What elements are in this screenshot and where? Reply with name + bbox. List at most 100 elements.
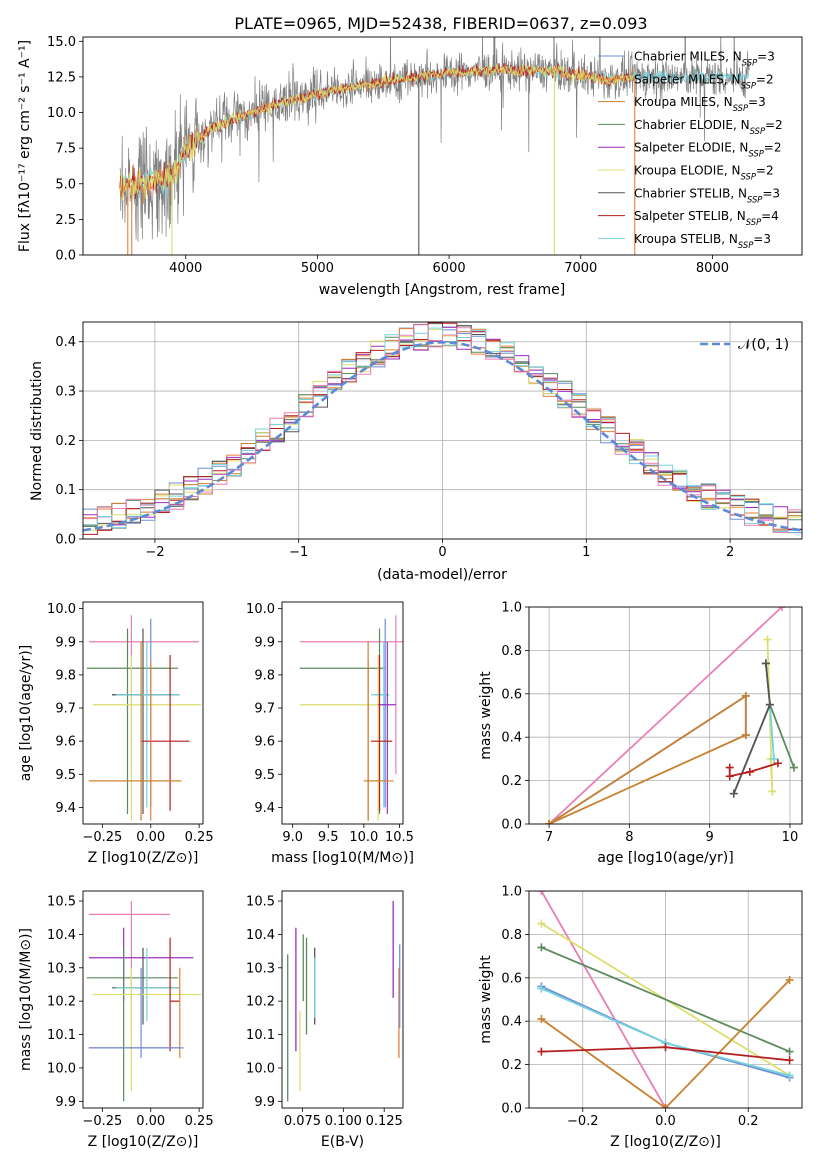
weight-marker [725, 763, 734, 772]
legend-label: Salpeter ELODIE, NSSP=2 [634, 141, 782, 159]
weight-marker [537, 984, 546, 993]
x-tick-label: −0.25 [82, 830, 122, 845]
y-tick-label: 0.0 [55, 249, 76, 264]
x-axis-label: Z [log10(Z/Z⊙)] [88, 850, 199, 866]
weight-marker [537, 943, 546, 952]
plot-area [83, 322, 802, 539]
y-tick-label: 9.5 [254, 768, 275, 783]
weight-marker [661, 1104, 670, 1108]
y-tick-label: 9.7 [254, 702, 275, 717]
weight-marker [741, 691, 750, 700]
weight-marker [785, 1056, 794, 1065]
x-axis-label: Z [log10(Z/Z⊙)] [88, 1134, 199, 1150]
weight-marker [537, 891, 546, 895]
axes-frame [528, 890, 803, 1109]
x-tick-label: 6000 [433, 261, 466, 276]
weight-marker [537, 1047, 546, 1056]
legend-label: 𝒩(0, 1) [738, 337, 789, 353]
weight-marker [785, 975, 794, 984]
y-tick-label: 10.1 [246, 1028, 275, 1043]
axes-frame [528, 606, 803, 825]
y-tick-label: 0.0 [55, 533, 76, 548]
x-tick-label: 9 [706, 830, 714, 845]
y-tick-label: 9.4 [254, 801, 275, 816]
weight-line [540, 979, 791, 1108]
weight-marker [537, 919, 546, 928]
plot-area [119, 37, 750, 255]
x-axis-label: Z [log10(Z/Z⊙)] [610, 1134, 721, 1150]
y-tick-label: 0.1 [55, 483, 76, 498]
weight-line [548, 694, 747, 824]
y-tick-label: 0.6 [501, 687, 522, 702]
x-tick-label: 0.100 [325, 1114, 362, 1129]
axes-weight-vs-age: 7 8 9 10 0.0 0.2 0.4 0.6 0.8 1.0 age [log10(age/yr… [478, 601, 803, 866]
y-tick-label: 0.0 [501, 1102, 522, 1117]
y-tick-label: 0.8 [501, 644, 522, 659]
y-tick-label: 10.2 [47, 995, 76, 1010]
legend-label: Kroupa MILES, NSSP=3 [634, 95, 766, 113]
weight-line [541, 946, 790, 1053]
y-tick-label: 10.0 [47, 106, 76, 121]
x-tick-label: 8 [625, 830, 633, 845]
y-tick-label: 0.3 [55, 385, 76, 400]
axes-age-vs-Z: −0.25 0.00 0.25 9.4 9.5 9.6 9.7 9.8 9.9 10.0 Z [lo… [18, 601, 214, 866]
y-axis-label: age [log10(age/yr)] [18, 645, 34, 781]
y-tick-label: 15.0 [47, 35, 76, 50]
x-axis-label: age [log10(age/yr)] [597, 850, 733, 866]
axes-frame [82, 36, 803, 256]
y-tick-label: 9.9 [254, 635, 275, 650]
x-axis-label: E(B-V) [321, 1134, 364, 1150]
y-tick-label: 10.3 [47, 961, 76, 976]
x-tick-label: −0.2 [567, 1114, 599, 1129]
x-tick-label: 4000 [169, 261, 202, 276]
axes-residuals: −2 −1 0 1 2 0.0 0.1 0.2 0.3 0.4 𝒩(0, 1) (data-model… [29, 321, 803, 583]
y-tick-label: 12.5 [47, 70, 76, 85]
weight-marker [785, 1047, 794, 1056]
y-tick-label: 0.4 [501, 1015, 522, 1030]
weight-marker [765, 700, 774, 709]
weight-marker [537, 1015, 546, 1024]
x-axis-label: (data-model)/error [377, 567, 507, 583]
x-tick-label: −1 [289, 545, 308, 560]
y-tick-label: 10.5 [246, 895, 275, 910]
y-axis-label: Normed distribution [29, 361, 45, 501]
x-tick-label: 10 [782, 830, 799, 845]
x-axis-label: wavelength [Angstrom, rest frame] [319, 282, 565, 298]
y-tick-label: 9.6 [254, 735, 275, 750]
x-tick-label: −0.25 [82, 1114, 122, 1129]
weight-marker [763, 635, 772, 644]
axes-frame [82, 321, 803, 540]
x-tick-label: 0.00 [136, 1114, 165, 1129]
y-tick-label: 0.8 [501, 928, 522, 943]
y-tick-label: 10.0 [246, 602, 275, 617]
histogram-step [83, 322, 802, 539]
weight-marker [761, 659, 770, 668]
weight-marker [773, 759, 782, 768]
y-tick-label: 9.9 [55, 635, 76, 650]
y-tick-label: 9.8 [254, 668, 275, 683]
chart-title: PLATE=0965, MJD=52438, FIBERID=0637, z=0… [234, 14, 647, 33]
y-tick-label: 2.5 [55, 213, 76, 228]
y-axis-label: Flux [fλ10⁻¹⁷ erg cm⁻² s⁻¹ A⁻¹] [17, 40, 33, 252]
x-tick-label: 2 [726, 545, 734, 560]
weight-marker [661, 1043, 670, 1052]
x-tick-label: 0.00 [136, 830, 165, 845]
y-tick-label: 0.0 [501, 818, 522, 833]
y-tick-label: 5.0 [55, 177, 76, 192]
y-tick-label: 0.6 [501, 971, 522, 986]
plot-area [529, 607, 802, 824]
y-axis-label: mass weight [478, 955, 494, 1044]
x-tick-label: 9.5 [318, 830, 339, 845]
plot-area [86, 901, 202, 1102]
x-tick-label: 9.0 [282, 830, 303, 845]
y-tick-label: 9.9 [55, 1095, 76, 1110]
y-tick-label: 10.0 [47, 602, 76, 617]
y-tick-label: 7.5 [55, 142, 76, 157]
y-tick-label: 9.8 [55, 668, 76, 683]
legend-label: Chabrier ELODIE, NSSP=2 [634, 118, 783, 136]
legend-label: Kroupa STELIB, NSSP=3 [634, 232, 771, 250]
y-tick-label: 10.1 [47, 1028, 76, 1043]
weight-marker [777, 607, 786, 611]
x-tick-label: 0.2 [738, 1114, 759, 1129]
